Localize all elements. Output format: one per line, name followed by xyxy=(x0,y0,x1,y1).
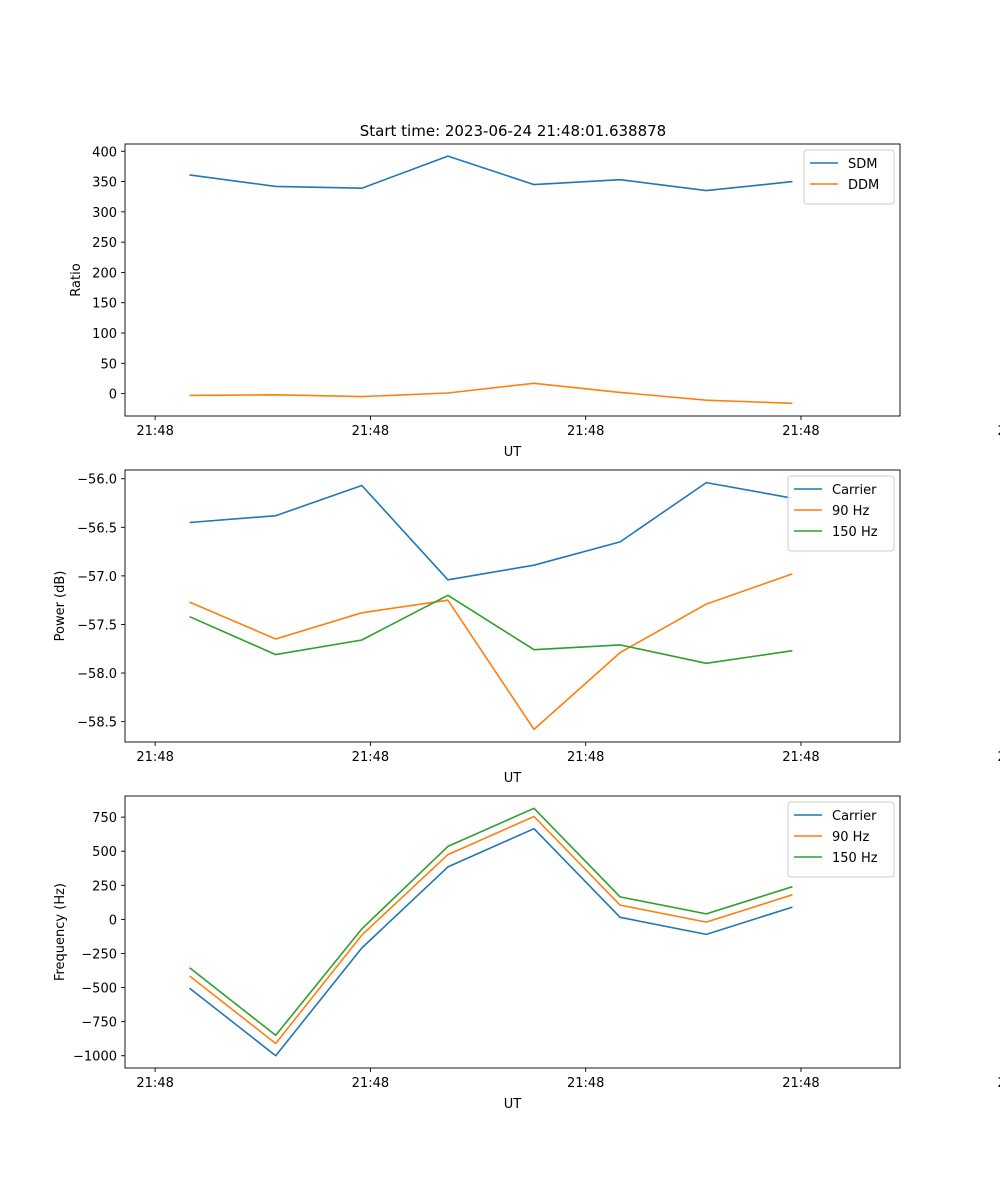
y-tick-label: −58.0 xyxy=(77,667,117,682)
y-axis-label: Frequency (Hz) xyxy=(53,883,68,981)
series-line xyxy=(189,594,793,665)
y-tick-label: 500 xyxy=(92,845,117,860)
x-axis-label: UT xyxy=(504,445,522,460)
legend: Carrier 90 Hz 150 Hz xyxy=(787,475,895,552)
x-axis-label: UT xyxy=(504,1097,522,1112)
x-tick-label: 21:48 xyxy=(352,424,389,439)
legend-label: DDM xyxy=(848,178,879,193)
y-tick-label: 0 xyxy=(109,388,117,403)
axes-frame xyxy=(124,143,901,417)
y-tick-label: 250 xyxy=(92,879,117,894)
y-tick-label: 50 xyxy=(100,357,117,372)
series-line xyxy=(189,807,793,1037)
y-tick-label: 300 xyxy=(92,206,117,221)
y-tick-label: 250 xyxy=(92,236,117,251)
series-line xyxy=(189,815,793,1045)
y-tick-label: −500 xyxy=(81,982,117,997)
legend-label: 90 Hz xyxy=(832,504,869,519)
y-axis-label: Power (dB) xyxy=(53,571,68,642)
x-tick-label: 21:48 xyxy=(352,1076,389,1091)
legend-label: SDM xyxy=(848,157,877,172)
series-line xyxy=(189,827,793,1057)
axes-frame xyxy=(124,469,901,743)
y-tick-label: −750 xyxy=(81,1016,117,1031)
x-tick-label: 21:48 xyxy=(782,424,819,439)
x-tick-label: 21:48 xyxy=(782,750,819,765)
y-axis-label: Ratio xyxy=(69,263,84,296)
legend-label: Carrier xyxy=(832,809,877,824)
y-tick-label: 350 xyxy=(92,176,117,191)
x-tick-label: 21:48 xyxy=(352,750,389,765)
x-tick-label: 21:48 xyxy=(136,750,173,765)
y-tick-label: −58.5 xyxy=(77,716,117,731)
x-tick-label: 21:48 xyxy=(136,424,173,439)
x-tick-label: 21:48 xyxy=(998,750,1000,765)
subplot-2: 21:4821:4821:4821:4821:4821:4821:49−58.5… xyxy=(53,469,1000,786)
x-tick-label: 21:48 xyxy=(567,750,604,765)
legend: SDM DDM xyxy=(803,149,895,205)
y-tick-label: −250 xyxy=(81,947,117,962)
y-tick-label: 200 xyxy=(92,266,117,281)
subplot-1: 21:4821:4821:4821:4821:4821:4821:4905010… xyxy=(69,143,1000,460)
x-tick-label: 21:48 xyxy=(567,1076,604,1091)
y-tick-label: −57.5 xyxy=(77,618,117,633)
y-tick-label: 100 xyxy=(92,327,117,342)
x-tick-label: 21:48 xyxy=(998,1076,1000,1091)
series-line xyxy=(189,481,793,581)
series-line xyxy=(189,155,793,192)
axes-frame xyxy=(124,795,901,1069)
legend-box xyxy=(787,801,895,878)
legend-label: 150 Hz xyxy=(832,851,878,866)
y-tick-label: 400 xyxy=(92,145,117,160)
subplot-3: 21:4821:4821:4821:4821:4821:4821:49−1000… xyxy=(53,795,1000,1112)
x-axis-label: UT xyxy=(504,771,522,786)
legend-label: 90 Hz xyxy=(832,830,869,845)
y-tick-label: −56.0 xyxy=(77,473,117,488)
series-line xyxy=(189,382,793,405)
legend-box xyxy=(787,475,895,552)
x-tick-label: 21:48 xyxy=(567,424,604,439)
legend: Carrier 90 Hz 150 Hz xyxy=(787,801,895,878)
legend-label: 150 Hz xyxy=(832,525,878,540)
series-line xyxy=(189,573,793,731)
figure-title: Start time: 2023-06-24 21:48:01.638878 xyxy=(360,122,666,140)
y-tick-label: 750 xyxy=(92,811,117,826)
y-tick-label: −1000 xyxy=(73,1050,117,1065)
y-tick-label: −56.5 xyxy=(77,521,117,536)
y-tick-label: 150 xyxy=(92,297,117,312)
y-tick-label: −57.0 xyxy=(77,570,117,585)
x-tick-label: 21:48 xyxy=(782,1076,819,1091)
x-tick-label: 21:48 xyxy=(136,1076,173,1091)
y-tick-label: 0 xyxy=(109,913,117,928)
legend-label: Carrier xyxy=(832,483,877,498)
x-tick-label: 21:48 xyxy=(998,424,1000,439)
